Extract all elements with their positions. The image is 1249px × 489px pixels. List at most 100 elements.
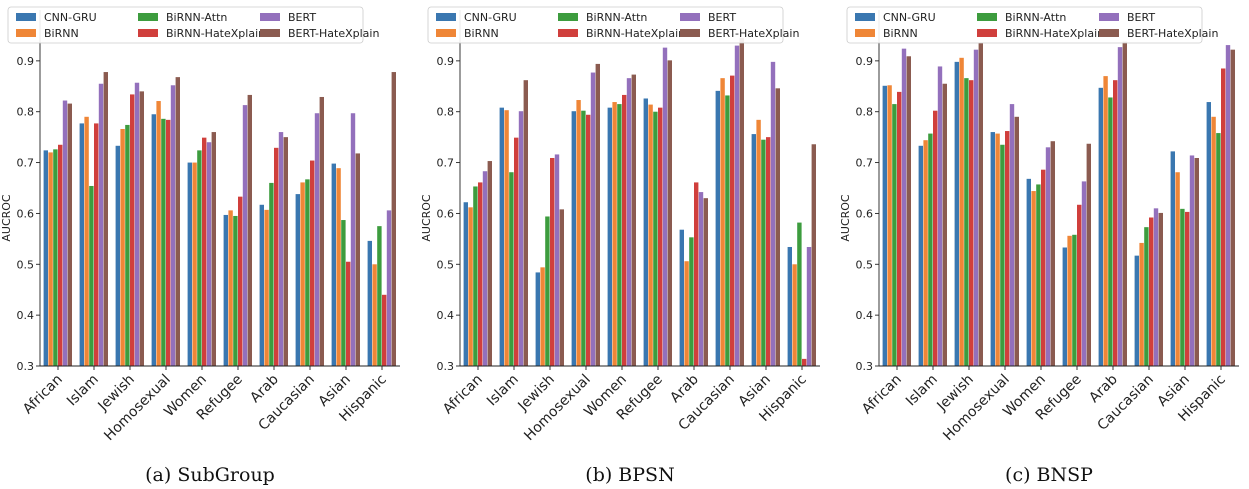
- bar-bert-homosexual: [1009, 104, 1015, 366]
- bar-bert-hatexplain-women: [1050, 141, 1055, 366]
- bar-bert-hispanic: [806, 246, 812, 366]
- bar-bert-hatexplain-hispanic: [391, 72, 396, 367]
- bar-cnn-gru-homosexual: [151, 114, 156, 366]
- bar-bert-hatexplain-hispanic: [811, 144, 816, 366]
- bar-birnn-attn-islam: [509, 172, 514, 366]
- bar-bert-women: [626, 78, 632, 367]
- bar-birnn-attn-caucasian: [305, 179, 310, 366]
- bar-birnn-jewish: [959, 57, 964, 367]
- bar-birnn-attn-asian: [341, 220, 346, 366]
- chart-panel-subgroup: 0.30.40.50.60.70.80.9AUCROCAfricanIslamJ…: [0, 6, 400, 444]
- legend-label-birnn-hatexplain: BiRNN-HateXplain: [586, 27, 685, 40]
- bar-bert-jewish: [973, 49, 979, 367]
- bar-cnn-gru-hispanic: [787, 246, 792, 366]
- bar-birnn-refugee: [648, 104, 653, 366]
- bar-birnn-hatexplain-african: [897, 91, 902, 366]
- bar-cnn-gru-asian: [1170, 151, 1175, 366]
- legend-label-bert-hatexplain: BERT-HateXplain: [708, 27, 799, 40]
- bar-cnn-gru-african: [43, 150, 48, 366]
- y-tick-label: 0.5: [17, 258, 35, 271]
- bar-bert-islam: [98, 83, 104, 367]
- legend: CNN-GRU BiRNN BiRNN-Attn BiRNN-HateXplain BE…: [846, 6, 1218, 44]
- bar-birnn-women: [192, 162, 197, 366]
- bar-cnn-gru-islam: [79, 123, 84, 366]
- bar-birnn-hatexplain-islam: [94, 123, 99, 366]
- bar-birnn-attn-african: [892, 104, 897, 366]
- bar-bert-hatexplain-jewish: [978, 43, 983, 367]
- bar-birnn-hatexplain-jewish: [969, 80, 974, 367]
- bar-bert-arab: [278, 132, 284, 366]
- y-tick-label: 0.7: [17, 157, 35, 170]
- bar-birnn-hatexplain-hispanic: [802, 358, 807, 366]
- y-tick-label: 0.9: [437, 55, 455, 68]
- bar-birnn-attn-arab: [1108, 97, 1113, 366]
- bar-bert-hatexplain-arab: [1122, 41, 1127, 366]
- bar-birnn-hispanic: [792, 264, 797, 366]
- bar-bert-women: [1045, 147, 1051, 366]
- bar-bert-refugee: [242, 105, 248, 366]
- bar-birnn-hatexplain-islam: [933, 110, 938, 366]
- bar-bert-hatexplain-women: [631, 74, 636, 366]
- bar-bert-african: [62, 100, 68, 366]
- bar-cnn-gru-refugee: [1062, 247, 1067, 366]
- bar-birnn-hatexplain-homosexual: [586, 114, 591, 367]
- chart-panel-bnsp: 0.30.40.50.60.70.80.9AUCROCAfricanIslamJ…: [839, 6, 1239, 444]
- bar-birnn-jewish: [120, 129, 125, 366]
- bar-bert-hatexplain-arab: [703, 198, 708, 366]
- legend-swatch-cnn-gru: [855, 13, 875, 21]
- y-tick-label: 0.4: [17, 309, 35, 322]
- y-tick-label: 0.6: [437, 207, 455, 220]
- bar-birnn-arab: [1103, 76, 1108, 367]
- y-axis-label: AUCROC: [420, 194, 433, 242]
- bar-birnn-hatexplain-hispanic: [382, 294, 387, 366]
- bar-cnn-gru-jewish: [535, 272, 540, 366]
- y-tick-label: 0.8: [17, 106, 35, 119]
- bar-birnn-hispanic: [372, 264, 377, 366]
- bar-cnn-gru-caucasian: [295, 194, 300, 366]
- y-tick-label: 0.4: [856, 309, 874, 322]
- bar-birnn-hatexplain-arab: [694, 182, 699, 366]
- bar-birnn-hatexplain-homosexual: [1005, 131, 1010, 366]
- bar-bert-caucasian: [1153, 208, 1159, 366]
- legend-label-bert: BERT: [1127, 11, 1155, 24]
- y-tick-label: 0.3: [856, 360, 874, 373]
- bar-bert-hatexplain-jewish: [559, 209, 564, 366]
- chart-panel-bpsn: 0.30.40.50.60.70.80.9AUCROCAfricanIslamJ…: [420, 6, 820, 444]
- y-tick-label: 0.3: [17, 360, 35, 373]
- bar-birnn-hatexplain-women: [622, 94, 627, 367]
- bar-cnn-gru-caucasian: [715, 90, 720, 367]
- bar-bert-african: [901, 48, 907, 367]
- legend-label-birnn-attn: BiRNN-Attn: [166, 11, 227, 24]
- bar-birnn-attn-refugee: [653, 111, 658, 367]
- bar-bert-hatexplain-asian: [355, 153, 360, 366]
- bar-cnn-gru-refugee: [643, 98, 648, 367]
- bar-bert-hatexplain-homosexual: [595, 63, 600, 366]
- bar-birnn-attn-islam: [89, 185, 94, 366]
- legend-swatch-birnn: [436, 29, 456, 37]
- bar-bert-hatexplain-caucasian: [319, 96, 324, 366]
- bar-birnn-hatexplain-homosexual: [166, 119, 171, 366]
- legend-label-bert: BERT: [288, 11, 316, 24]
- bar-birnn-hatexplain-asian: [766, 137, 771, 366]
- bar-cnn-gru-refugee: [223, 214, 228, 366]
- y-tick-label: 0.5: [856, 258, 874, 271]
- y-tick-label: 0.9: [17, 55, 35, 68]
- bar-bert-caucasian: [734, 45, 740, 366]
- y-tick-label: 0.7: [856, 157, 874, 170]
- bar-birnn-attn-asian: [761, 139, 766, 366]
- legend-swatch-bert: [1099, 13, 1119, 21]
- bar-birnn-women: [612, 102, 617, 367]
- bar-bert-arab: [1117, 47, 1123, 366]
- bar-bert-caucasian: [314, 113, 320, 367]
- bar-birnn-attn-jewish: [545, 216, 550, 366]
- bar-bert-hatexplain-african: [487, 161, 492, 366]
- bar-birnn-asian: [756, 119, 761, 366]
- legend-label-birnn: BiRNN: [883, 27, 918, 40]
- y-tick-label: 0.5: [437, 258, 455, 271]
- bar-bert-hatexplain-caucasian: [1158, 212, 1163, 366]
- y-tick-label: 0.3: [437, 360, 455, 373]
- bar-birnn-hispanic: [1211, 116, 1216, 366]
- y-tick-label: 0.6: [856, 207, 874, 220]
- bar-bert-hatexplain-women: [211, 132, 216, 366]
- y-axis-label: AUCROC: [0, 194, 13, 242]
